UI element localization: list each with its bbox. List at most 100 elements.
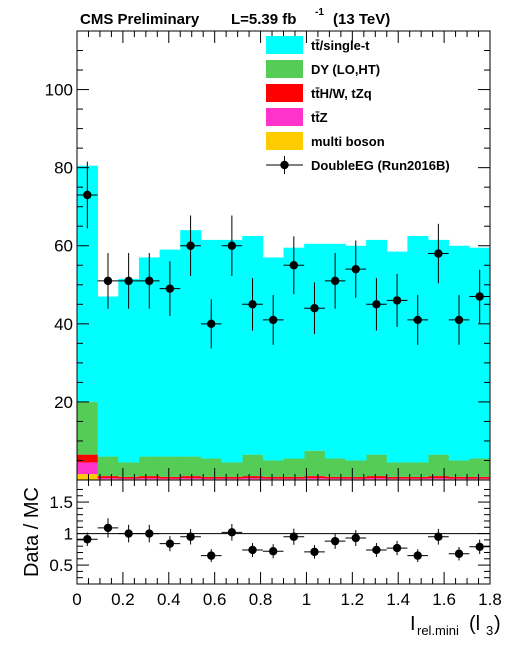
legend-entry: DY (LO,HT)	[266, 60, 380, 78]
data-point	[386, 273, 408, 327]
bar	[97, 478, 119, 480]
bar	[324, 478, 346, 480]
legend-label: tt̄/single-t	[311, 38, 370, 53]
bar	[469, 476, 491, 479]
bar	[221, 478, 243, 480]
bar	[304, 478, 326, 480]
marker	[227, 241, 237, 250]
ratio-y-axis-title: Data / MC	[21, 487, 43, 577]
x-title-main: I	[410, 613, 416, 635]
legend-swatch	[266, 36, 303, 54]
x-title-arg: (l	[469, 613, 480, 635]
x-axis-title: I rel.mini (l 3 )	[410, 613, 501, 638]
x-tick-label: 1.6	[432, 590, 456, 609]
legend-swatch	[266, 84, 303, 102]
legend-label: tt̄Z	[311, 110, 328, 125]
bar	[221, 239, 243, 463]
ratio-point	[180, 528, 201, 545]
bar	[77, 474, 99, 480]
bar	[324, 243, 346, 459]
bar	[366, 478, 388, 480]
ratio-frame	[76, 479, 491, 585]
marker	[351, 264, 360, 274]
data-point	[97, 252, 119, 309]
ratio-marker	[454, 549, 464, 558]
series-2	[77, 454, 491, 479]
data-point	[407, 294, 429, 345]
bar	[138, 478, 160, 480]
data-point	[180, 215, 201, 276]
lumi-label: L=5.39 fb	[231, 11, 296, 28]
bar	[386, 251, 408, 463]
bar	[118, 478, 140, 480]
bar	[469, 478, 491, 480]
data-points	[77, 161, 490, 349]
marker	[413, 315, 422, 325]
bar	[366, 476, 388, 479]
ratio-point	[97, 518, 119, 538]
bar	[118, 462, 140, 477]
bar	[200, 478, 222, 480]
legend-label: DY (LO,HT)	[311, 62, 380, 77]
y-tick-label: 60	[54, 237, 73, 256]
bar	[448, 245, 470, 461]
bar	[407, 462, 429, 477]
bar	[324, 476, 346, 479]
legend-swatch	[266, 60, 303, 78]
marker	[330, 276, 340, 286]
chart-title: CMS Preliminary	[80, 11, 200, 28]
bar	[366, 454, 388, 477]
data-point	[428, 223, 449, 284]
data-point	[118, 252, 139, 309]
series-3	[77, 401, 491, 477]
ratio-marker	[330, 536, 340, 546]
data-point	[469, 269, 490, 324]
y-tick-label: 80	[54, 159, 73, 178]
ratio-points	[77, 518, 490, 563]
bar	[428, 454, 450, 477]
marker	[268, 315, 278, 325]
ratio-point	[448, 547, 470, 561]
ratio-panel: 0.5 1 1.5 0 0.2 0.4 0.6 0.8 1 1.2 1.4 1.6 1.8 Data /…	[21, 479, 502, 638]
bar	[428, 478, 450, 480]
x-tick-label: 0.4	[157, 590, 181, 609]
bar	[428, 239, 450, 455]
bar	[428, 476, 450, 479]
legend: tt̄/single-t DY (LO,HT) tt̄H/W, tZq tt̄Z mul…	[266, 36, 450, 174]
ratio-point	[159, 536, 181, 552]
bar	[448, 478, 470, 480]
bar	[159, 249, 181, 457]
bar	[345, 460, 367, 477]
ratio-point	[386, 540, 408, 556]
bar	[221, 476, 243, 479]
legend-entry: tt̄H/W, tZq	[266, 84, 372, 102]
series-1	[77, 462, 491, 480]
ratio-marker	[165, 539, 175, 548]
ratio-marker	[351, 533, 360, 543]
ratio-marker	[83, 535, 92, 544]
bar	[138, 456, 160, 477]
bar	[283, 478, 305, 480]
x-tick-label: 0.6	[203, 590, 227, 609]
ratio-marker	[434, 532, 443, 541]
ratio-point	[118, 524, 139, 543]
ratio-marker	[145, 529, 154, 538]
energy-label: (13 TeV)	[333, 11, 390, 28]
bar	[283, 247, 305, 459]
ratio-marker	[475, 542, 484, 552]
x-tick-label: 1.2	[341, 590, 365, 609]
marker	[124, 276, 133, 286]
bar	[97, 476, 119, 479]
data-point	[200, 299, 222, 349]
ratio-y-tick-label: 1.5	[49, 493, 73, 512]
ratio-point	[345, 530, 367, 546]
bar	[221, 462, 243, 477]
x-tick-label: 1	[302, 590, 311, 609]
bar	[345, 476, 367, 479]
legend-entry: tt̄Z	[266, 108, 328, 126]
bar	[118, 476, 140, 479]
ratio-marker	[289, 532, 299, 541]
marker	[83, 190, 92, 200]
